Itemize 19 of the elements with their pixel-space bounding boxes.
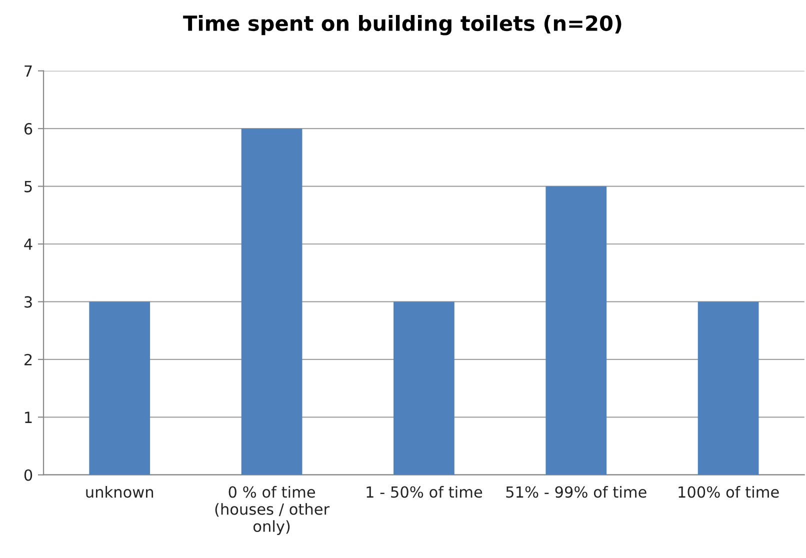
y-tick-label: 2: [24, 354, 32, 366]
bar: [241, 128, 302, 475]
y-tick-label: 7: [24, 66, 32, 77]
bar: [546, 186, 607, 475]
y-tick-label: 0: [24, 469, 32, 481]
y-tick-label: 3: [24, 296, 32, 308]
bar: [89, 302, 150, 475]
x-tick-label: 51% - 99% of time: [506, 486, 646, 498]
x-tick-label: 0 % of time (houses / other only): [215, 486, 330, 535]
bar: [698, 302, 759, 475]
x-tick-label: unknown: [86, 486, 154, 498]
x-tick-label: 1 - 50% of time: [366, 486, 482, 498]
bar: [394, 302, 454, 475]
chart-title: Time spent on building toilets (n=20): [183, 14, 622, 36]
y-tick-label: 4: [24, 238, 32, 250]
y-tick-label: 1: [25, 412, 32, 423]
x-tick-label: 100% of time: [678, 486, 779, 498]
y-tick-label: 6: [24, 123, 32, 135]
y-tick-label: 5: [24, 180, 32, 192]
